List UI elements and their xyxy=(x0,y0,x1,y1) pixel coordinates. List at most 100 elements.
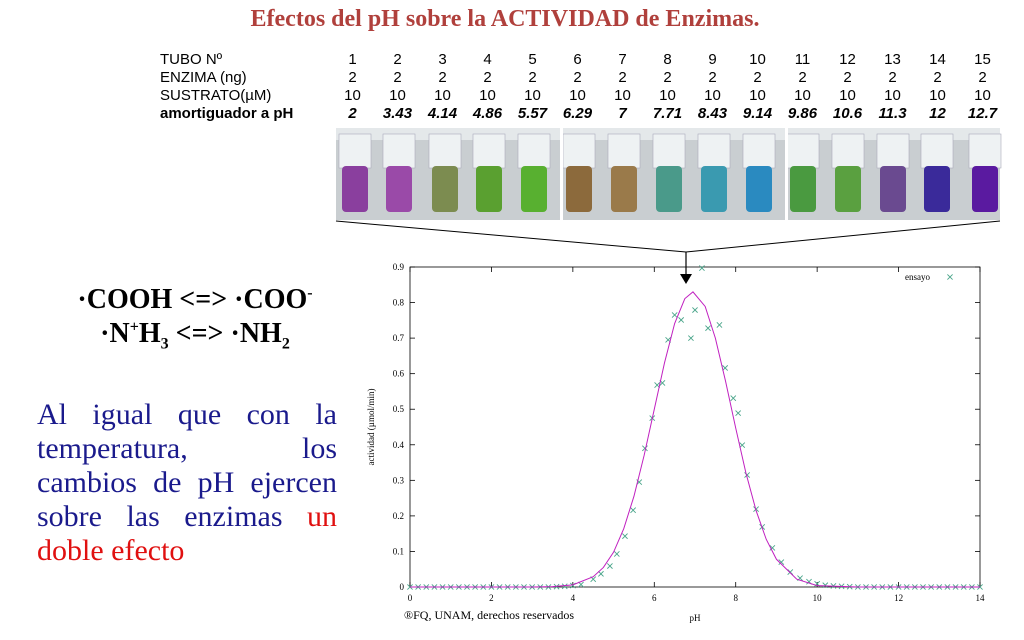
table-row: TUBO Nº 1 2 3 4 5 6 7 8 9 10 11 12 13 14 15 xyxy=(160,51,1005,69)
cell: 10 xyxy=(524,87,541,104)
cell: 2 xyxy=(888,69,897,86)
cell: 10 xyxy=(614,87,631,104)
row-label: TUBO Nº xyxy=(160,51,223,68)
tube-liquid xyxy=(924,166,950,212)
x-tick-label: 4 xyxy=(571,593,576,603)
cell: 14 xyxy=(929,51,946,68)
x-tick-label: 14 xyxy=(976,593,986,603)
data-point xyxy=(699,265,705,271)
tube-liquid xyxy=(342,166,368,212)
x-tick-label: 8 xyxy=(733,593,738,603)
equation-text: ·COOH <=> ·COO xyxy=(77,284,308,315)
data-point xyxy=(716,322,723,328)
table-row: amortiguador a pH 2 3.43 4.14 4.86 5.57 6.29 7 7… xyxy=(160,105,1005,123)
tube-liquid xyxy=(386,166,412,212)
cell: 12 xyxy=(839,51,856,68)
cell: 5.57 xyxy=(517,105,548,122)
tube-liquid xyxy=(611,166,637,212)
tube-liquid xyxy=(972,166,998,212)
data-point xyxy=(642,445,648,452)
tube-glass xyxy=(607,133,641,169)
data-point xyxy=(671,312,678,318)
cell: 2 xyxy=(663,69,672,86)
cell: 10 xyxy=(974,87,991,104)
data-point xyxy=(722,365,729,371)
tube-liquid xyxy=(746,166,772,212)
legend-label: ensayo xyxy=(905,272,930,282)
tube-liquid xyxy=(566,166,592,212)
cell: 8.43 xyxy=(697,105,728,122)
cell: 8 xyxy=(663,51,672,68)
tube-liquid xyxy=(521,166,547,212)
superscript: - xyxy=(307,284,313,302)
cell: 13 xyxy=(884,51,901,68)
cell: 2 xyxy=(573,69,582,86)
cell: 10 xyxy=(839,87,856,104)
paragraph-highlight: un doble efecto xyxy=(37,500,337,567)
connector xyxy=(335,220,1001,253)
y-tick-label: 0.9 xyxy=(393,262,405,272)
cell: 4.86 xyxy=(472,105,503,122)
y-tick-label: 0.2 xyxy=(393,511,404,521)
tube-glass xyxy=(968,133,1002,169)
data-point xyxy=(769,544,776,551)
y-tick-label: 0.7 xyxy=(393,333,405,343)
cell: 11 xyxy=(794,51,811,68)
tube-glass xyxy=(562,133,596,169)
data-point xyxy=(688,335,694,342)
tube-glass xyxy=(786,133,820,169)
x-tick-label: 6 xyxy=(652,593,657,603)
paragraph: Al igual que con la temperatura, los cam… xyxy=(37,398,337,568)
cell: 2 xyxy=(708,69,717,86)
data-point xyxy=(606,563,613,569)
fit-curve xyxy=(410,291,980,588)
cell: 10 xyxy=(704,87,721,104)
tube-liquid xyxy=(835,166,861,212)
x-axis-label: pH xyxy=(690,613,702,623)
tube-glass xyxy=(652,133,686,169)
cell: 9 xyxy=(708,51,717,68)
tube-glass xyxy=(697,133,731,169)
data-point xyxy=(598,570,604,577)
y-tick-label: 0 xyxy=(400,582,405,592)
cell: 10 xyxy=(344,87,361,104)
cell: 2 xyxy=(483,69,492,86)
paragraph-text: Al igual que con la temperatura, los cam… xyxy=(37,398,337,533)
cell: 6.29 xyxy=(562,105,593,122)
cell: 10 xyxy=(749,87,766,104)
cell: 10.6 xyxy=(832,105,863,122)
tube-glass xyxy=(428,133,462,169)
table-row: SUSTRATO(µM) 10 10 10 10 10 10 10 10 10 10 10 10 10 10… xyxy=(160,87,1005,105)
tube-glass xyxy=(831,133,865,169)
equation: ·COOH <=> ·COO- xyxy=(40,284,350,316)
cell: 3.43 xyxy=(382,105,413,122)
tube-liquid xyxy=(701,166,727,212)
photo-divider xyxy=(785,128,788,220)
row-label: SUSTRATO(µM) xyxy=(160,87,272,104)
cell: 2 xyxy=(348,105,357,122)
tube-glass xyxy=(338,133,372,169)
data-point xyxy=(678,317,685,323)
tube-table: TUBO Nº 1 2 3 4 5 6 7 8 9 10 11 12 13 14 15 ENZIMA (ng) 2… xyxy=(160,51,1005,123)
photo-divider xyxy=(560,128,563,220)
cell: 10 xyxy=(929,87,946,104)
data-point xyxy=(692,307,698,313)
cell: 4.14 xyxy=(427,105,458,122)
data-point xyxy=(744,472,751,478)
tube-liquid xyxy=(880,166,906,212)
cell: 2 xyxy=(528,69,537,86)
cell: 10 xyxy=(659,87,676,104)
equation: ·N+H3 <=> ·NH2 xyxy=(40,318,350,354)
data-point xyxy=(778,559,785,566)
cell: 7 xyxy=(618,51,627,68)
subscript: 2 xyxy=(281,335,290,353)
row-label: amortiguador a pH xyxy=(160,105,294,122)
tube-glass xyxy=(876,133,910,169)
cell: 10 xyxy=(479,87,496,104)
cell: 15 xyxy=(974,51,991,68)
cell: 6 xyxy=(573,51,582,68)
data-point xyxy=(705,325,711,332)
equation-text: H xyxy=(138,318,161,349)
copyright: ®FQ, UNAM, derechos reservados xyxy=(404,608,574,622)
